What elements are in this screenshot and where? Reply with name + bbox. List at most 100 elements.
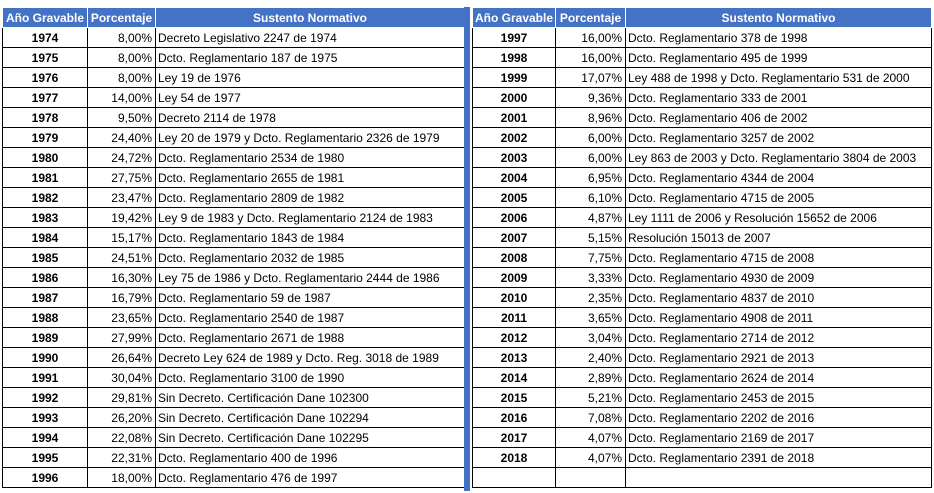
norm-cell: Decreto Ley 624 de 1989 y Dcto. Reg. 301…: [155, 347, 465, 368]
table-row: 2015 5,21% Dcto. Reglamentario 2453 de 201…: [472, 387, 932, 408]
year-cell: 1981: [2, 167, 88, 188]
left-table: Año Gravable Porcentaje Sustento Normati…: [2, 7, 465, 488]
norm-cell: Dcto. Reglamentario 4715 de 2005: [625, 187, 932, 208]
percent-cell: 27,99%: [87, 327, 156, 348]
year-cell: 2004: [472, 167, 556, 188]
percent-cell: 8,00%: [87, 47, 156, 68]
percent-cell: 8,00%: [87, 67, 156, 88]
norm-cell: Dcto. Reglamentario 378 de 1998: [625, 27, 932, 48]
year-cell: 1975: [2, 47, 88, 68]
norm-cell: Dcto. Reglamentario 187 de 1975: [155, 47, 465, 68]
year-cell: 2010: [472, 287, 556, 308]
norm-cell: Dcto. Reglamentario 476 de 1997: [155, 467, 465, 488]
header-percent: Porcentaje: [87, 7, 156, 28]
norm-cell: Dcto. Reglamentario 4344 de 2004: [625, 167, 932, 188]
year-cell: 1983: [2, 207, 88, 228]
percent-cell: 3,65%: [555, 307, 626, 328]
percent-cell: 4,07%: [555, 447, 626, 468]
percent-cell: 23,65%: [87, 307, 156, 328]
percent-cell: 4,87%: [555, 207, 626, 228]
table-row: 1982 23,47% Dcto. Reglamentario 2809 de 19…: [2, 187, 465, 208]
year-cell: [472, 467, 556, 488]
table-row: 1993 26,20% Sin Decreto. Certificación Dan…: [2, 407, 465, 428]
year-cell: 2000: [472, 87, 556, 108]
table-row: 1990 26,64% Decreto Ley 624 de 1989 y Dcto…: [2, 347, 465, 368]
table-row: 1994 22,08% Sin Decreto. Certificación Dan…: [2, 427, 465, 448]
percent-cell: 2,40%: [555, 347, 626, 368]
year-cell: 1998: [472, 47, 556, 68]
table-row: 1979 24,40% Ley 20 de 1979 y Dcto. Reglame…: [2, 127, 465, 148]
table-row: [472, 467, 932, 488]
year-cell: 1991: [2, 367, 88, 388]
norm-cell: Dcto. Reglamentario 4837 de 2010: [625, 287, 932, 308]
norm-cell: Dcto. Reglamentario 2809 de 1982: [155, 187, 465, 208]
table-row: 1991 30,04% Dcto. Reglamentario 3100 de 19…: [2, 367, 465, 388]
column-separator: [464, 7, 470, 491]
table-row: 2000 9,36% Dcto. Reglamentario 333 de 2001: [472, 87, 932, 108]
percent-cell: 2,89%: [555, 367, 626, 388]
table-row: 1976 8,00% Ley 19 de 1976: [2, 67, 465, 88]
right-table-body: 1997 16,00% Dcto. Reglamentario 378 de 199…: [472, 27, 932, 488]
norm-cell: Dcto. Reglamentario 4908 de 2011: [625, 307, 932, 328]
percent-cell: 8,96%: [555, 107, 626, 128]
year-cell: 1992: [2, 387, 88, 408]
table-row: 2004 6,95% Dcto. Reglamentario 4344 de 200…: [472, 167, 932, 188]
percent-cell: 15,17%: [87, 227, 156, 248]
percent-cell: 3,33%: [555, 267, 626, 288]
percent-cell: 18,00%: [87, 467, 156, 488]
year-cell: 2009: [472, 267, 556, 288]
year-cell: 2002: [472, 127, 556, 148]
table-row: 1985 24,51% Dcto. Reglamentario 2032 de 19…: [2, 247, 465, 268]
percent-cell: 22,31%: [87, 447, 156, 468]
table-row: 1980 24,72% Dcto. Reglamentario 2534 de 19…: [2, 147, 465, 168]
year-cell: 1980: [2, 147, 88, 168]
table-row: 1995 22,31% Dcto. Reglamentario 400 de 199…: [2, 447, 465, 468]
norm-cell: Dcto. Reglamentario 406 de 2002: [625, 107, 932, 128]
norm-cell: Dcto. Reglamentario 2921 de 2013: [625, 347, 932, 368]
year-cell: 1982: [2, 187, 88, 208]
year-cell: 1986: [2, 267, 88, 288]
norm-cell: Resolución 15013 de 2007: [625, 227, 932, 248]
percent-cell: 24,72%: [87, 147, 156, 168]
percent-cell: 6,95%: [555, 167, 626, 188]
year-cell: 1979: [2, 127, 88, 148]
percent-cell: 4,07%: [555, 427, 626, 448]
year-cell: 1990: [2, 347, 88, 368]
table-row: 2010 2,35% Dcto. Reglamentario 4837 de 201…: [472, 287, 932, 308]
year-cell: 2018: [472, 447, 556, 468]
table-row: 1987 16,79% Dcto. Reglamentario 59 de 1987: [2, 287, 465, 308]
norm-cell: Ley 54 de 1977: [155, 87, 465, 108]
percent-cell: 16,00%: [555, 27, 626, 48]
table-row: 1986 16,30% Ley 75 de 1986 y Dcto. Reglame…: [2, 267, 465, 288]
year-cell: 2012: [472, 327, 556, 348]
norm-cell: Dcto. Reglamentario 2624 de 2014: [625, 367, 932, 388]
norm-cell: Dcto. Reglamentario 1843 de 1984: [155, 227, 465, 248]
percent-cell: 2,35%: [555, 287, 626, 308]
left-table-body: 1974 8,00% Decreto Legislativo 2247 de 197…: [2, 27, 465, 488]
norm-cell: Dcto. Reglamentario 333 de 2001: [625, 87, 932, 108]
norm-cell: Dcto. Reglamentario 400 de 1996: [155, 447, 465, 468]
norm-cell: Dcto. Reglamentario 2202 de 2016: [625, 407, 932, 428]
table-row: 1977 14,00% Ley 54 de 1977: [2, 87, 465, 108]
percent-cell: 24,51%: [87, 247, 156, 268]
year-cell: 1974: [2, 27, 88, 48]
table-row: 1975 8,00% Dcto. Reglamentario 187 de 1975: [2, 47, 465, 68]
percent-cell: 16,00%: [555, 47, 626, 68]
norm-cell: Dcto. Reglamentario 3257 de 2002: [625, 127, 932, 148]
norm-cell: Dcto. Reglamentario 2655 de 1981: [155, 167, 465, 188]
percent-cell: 24,40%: [87, 127, 156, 148]
percent-cell: 6,10%: [555, 187, 626, 208]
year-cell: 1994: [2, 427, 88, 448]
year-cell: 1985: [2, 247, 88, 268]
table-row: 1992 29,81% Sin Decreto. Certificación Dan…: [2, 387, 465, 408]
year-cell: 2006: [472, 207, 556, 228]
percent-cell: 16,30%: [87, 267, 156, 288]
year-cell: 1977: [2, 87, 88, 108]
year-cell: 2011: [472, 307, 556, 328]
header-year: Año Gravable: [472, 7, 556, 28]
table-row: 2001 8,96% Dcto. Reglamentario 406 de 2002: [472, 107, 932, 128]
table-row: 1983 19,42% Ley 9 de 1983 y Dcto. Reglamen…: [2, 207, 465, 228]
norm-cell: Sin Decreto. Certificación Dane 102295: [155, 427, 465, 448]
year-cell: 1976: [2, 67, 88, 88]
